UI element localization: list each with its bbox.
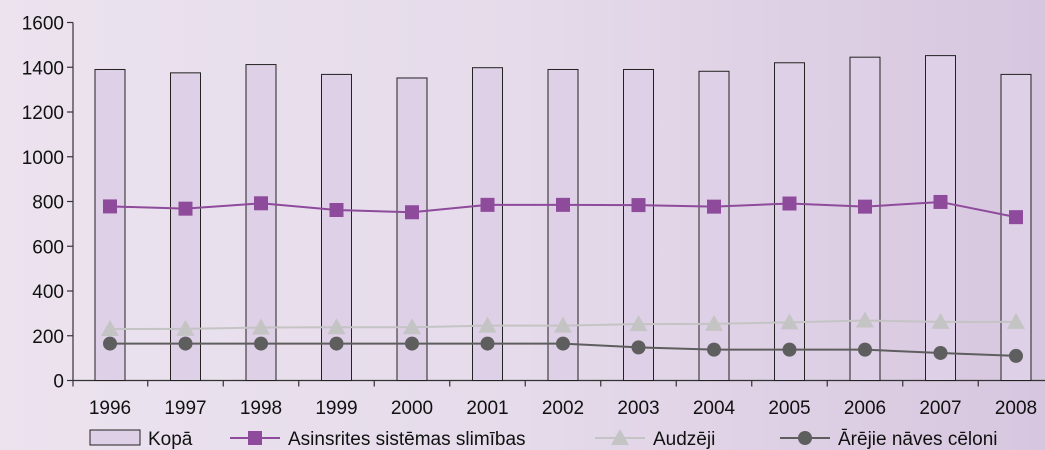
point xyxy=(405,336,419,351)
point xyxy=(178,201,193,216)
x-tick-label: 1996 xyxy=(89,398,131,419)
line-series xyxy=(101,194,1025,363)
point xyxy=(480,336,495,351)
bar xyxy=(849,56,881,382)
legend-swatch xyxy=(89,429,141,446)
x-tick-label: 2008 xyxy=(995,398,1037,419)
point xyxy=(405,205,419,220)
point xyxy=(780,313,799,330)
point xyxy=(705,314,723,331)
point xyxy=(101,320,119,337)
point xyxy=(252,318,270,335)
point xyxy=(931,312,950,329)
point xyxy=(327,318,346,335)
point xyxy=(856,311,874,328)
point xyxy=(858,199,872,214)
point xyxy=(403,318,421,335)
bar xyxy=(396,77,428,382)
x-tick-label: 2001 xyxy=(466,398,508,419)
y-tick-label: 800 xyxy=(32,193,64,214)
y-tick-label: 200 xyxy=(32,327,64,348)
legend-swatch-marker xyxy=(611,429,629,445)
bar xyxy=(925,55,956,382)
legend-swatch-marker xyxy=(248,431,262,445)
y-tick-label: 1400 xyxy=(22,58,64,79)
point xyxy=(176,319,195,336)
point xyxy=(1009,348,1023,363)
y-tick-label: 600 xyxy=(32,237,64,258)
legend-item: Kopā xyxy=(89,429,193,450)
x-tick-label: 1997 xyxy=(164,398,206,419)
point xyxy=(478,316,497,333)
axes: 0 200 400 600 800 1000 1200 1400 1600 1996 1997 199… xyxy=(22,14,1045,419)
x-tick-label: 2006 xyxy=(844,398,886,419)
bar xyxy=(623,68,654,382)
legend-item: Ārējie nāves cēloni xyxy=(780,429,997,450)
bar xyxy=(1000,73,1032,381)
point xyxy=(782,196,797,211)
point xyxy=(178,336,193,351)
bar xyxy=(472,67,503,381)
legend-label: Kopā xyxy=(148,429,193,450)
legend-label: Audzēji xyxy=(653,429,715,450)
point xyxy=(554,316,572,333)
point xyxy=(556,197,570,212)
point xyxy=(631,340,646,355)
x-tick-label: 2000 xyxy=(391,398,433,419)
point xyxy=(858,342,872,357)
legend-item: Asinsrites sistēmas slimības xyxy=(230,429,526,450)
bar-series xyxy=(94,55,1032,382)
point xyxy=(631,198,646,213)
point xyxy=(933,194,948,209)
bar xyxy=(321,73,352,381)
point xyxy=(556,336,570,351)
point xyxy=(629,315,648,332)
point xyxy=(707,199,721,214)
x-tick-label: 2004 xyxy=(693,398,736,419)
y-tick-label: 1200 xyxy=(22,103,64,124)
y-tick-label: 1600 xyxy=(22,14,64,35)
x-tick-label: 2007 xyxy=(919,398,961,419)
point xyxy=(933,345,948,360)
legend-item: Audzēji xyxy=(595,429,715,450)
x-tick-label: 2005 xyxy=(768,398,810,419)
bar xyxy=(698,70,730,381)
legend: Kopā Asinsrites sistēmas slimības Audzēji Ā… xyxy=(89,429,997,450)
point xyxy=(782,342,797,357)
x-tick-label: 2002 xyxy=(542,398,584,419)
y-tick-label: 1000 xyxy=(22,148,64,169)
point xyxy=(103,199,117,214)
point xyxy=(254,196,268,211)
bar xyxy=(774,62,805,382)
point xyxy=(480,197,495,212)
point xyxy=(329,336,344,351)
y-tick-label: 400 xyxy=(32,282,64,303)
x-tick-label: 2003 xyxy=(617,398,659,419)
y-tick-label: 0 xyxy=(53,372,64,393)
legend-label: Ārējie nāves cēloni xyxy=(838,429,997,450)
point xyxy=(103,336,117,351)
point xyxy=(1009,210,1023,225)
bar xyxy=(547,68,579,382)
legend-label: Asinsrites sistēmas slimības xyxy=(288,429,526,450)
x-tick-label: 1999 xyxy=(315,398,357,419)
point xyxy=(707,342,721,357)
x-tick-label: 1998 xyxy=(240,398,282,419)
legend-swatch-marker xyxy=(798,431,812,445)
point xyxy=(329,203,344,218)
point xyxy=(1007,312,1025,329)
point xyxy=(254,336,268,351)
